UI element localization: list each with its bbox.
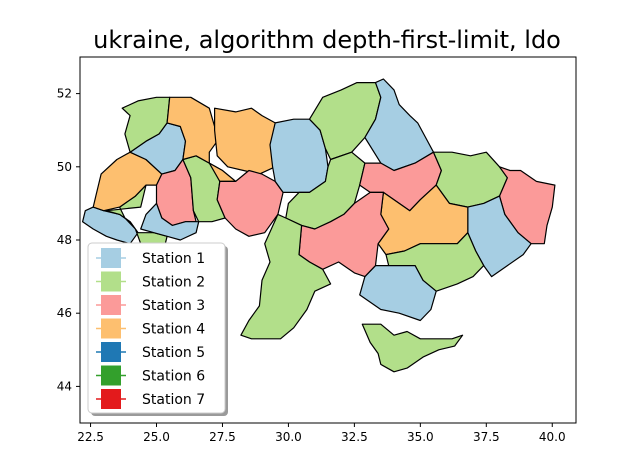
legend-swatch-3 [101, 295, 121, 315]
x-tick-label: 35.0 [407, 430, 434, 444]
legend-label-6: Station 6 [142, 369, 205, 385]
legend-label-5: Station 5 [142, 345, 205, 361]
y-tick-label: 52 [57, 87, 72, 101]
x-axis-ticks: 22.5 25.0 27.5 30.0 32.5 35.0 37.5 40.0 [77, 423, 566, 444]
legend-label-3: Station 3 [142, 298, 205, 314]
legend-box [87, 242, 226, 414]
y-axis-ticks: 44 46 48 50 52 [57, 87, 80, 393]
map-region-26 [361, 323, 464, 373]
legend-swatch-2 [101, 271, 121, 292]
legend-swatch-6 [101, 365, 121, 386]
legend-swatch-7 [101, 389, 121, 409]
y-tick-label: 46 [57, 306, 72, 320]
x-tick-label: 37.5 [473, 430, 500, 444]
map-region-24 [240, 213, 332, 340]
y-tick-label: 44 [57, 379, 72, 393]
legend-label-1: Station 1 [142, 251, 205, 267]
y-tick-label: 48 [57, 233, 72, 247]
x-tick-label: 40.0 [539, 430, 566, 444]
x-tick-label: 27.5 [209, 430, 236, 444]
y-tick-label: 50 [57, 160, 72, 174]
x-tick-label: 25.0 [143, 430, 170, 444]
legend-swatch-1 [101, 248, 121, 268]
map-region-25 [140, 202, 200, 241]
legend-label-4: Station 4 [142, 322, 205, 338]
x-tick-label: 22.5 [77, 430, 104, 444]
legend-swatch-4 [101, 318, 121, 339]
chart-title: ukraine, algorithm depth-first-limit, ld… [93, 26, 561, 54]
map-region-23 [298, 191, 390, 278]
legend: Station 1 Station 2 Station 3 Station 4 Stat… [87, 242, 228, 416]
x-tick-label: 30.0 [275, 430, 302, 444]
legend-label-2: Station 2 [142, 275, 205, 291]
legend-label-7: Station 7 [142, 392, 205, 408]
legend-swatch-5 [101, 342, 121, 362]
x-tick-label: 32.5 [341, 430, 368, 444]
map-region-5 [121, 96, 171, 153]
map-layer [81, 78, 556, 373]
